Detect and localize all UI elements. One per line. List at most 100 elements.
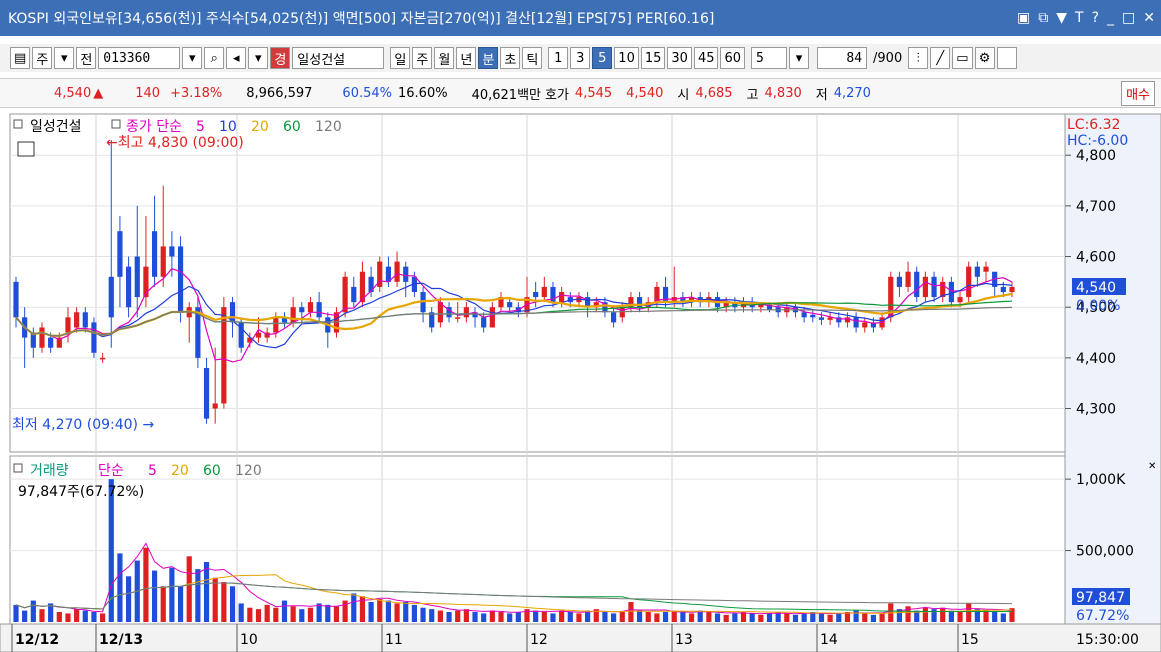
stock-code-input[interactable]: 013360 [98,47,181,69]
candle-body [48,337,54,348]
stock-name-button[interactable]: 경 [270,47,291,69]
candle-body [593,302,599,308]
minute-button-5[interactable]: 5 [592,47,613,69]
minute-button-1[interactable]: 1 [548,47,569,69]
period-button-1[interactable]: 주 [412,47,433,69]
code-dropdown-icon[interactable]: ▾ [182,47,203,69]
low-annotation: 최저 4,270 (09:40) → [12,417,154,433]
volume-bar [792,614,799,622]
save-icon[interactable]: ▭ [952,47,973,69]
candle-body [74,312,80,328]
volume-bar [507,613,513,622]
volume-bar [749,613,755,622]
ma-legend-label: 종가 단순 [126,119,182,135]
volume-ma-legend-60: 60 [203,463,221,479]
candle-body [351,286,357,303]
open-label: 시 [677,87,690,103]
count-dropdown-icon[interactable]: ▾ [789,47,810,69]
candle-body [888,276,894,318]
volume-bar [671,610,677,622]
volume-value-label: 97,847주(67.72%) [18,484,144,500]
period-button-4[interactable]: 분 [478,47,499,69]
maximize-icon[interactable]: □ [1122,10,1136,26]
close-icon[interactable]: ✕ [1143,10,1155,26]
minute-button-10[interactable]: 10 [614,47,639,69]
candle-body [177,246,184,313]
window-icon[interactable]: ▣ [1017,10,1031,26]
quote-row: 4,540 ▲ 140 +3.18% 8,966,597 60.54% 16.6… [0,78,1161,108]
text-icon[interactable]: T [1075,10,1084,26]
speaker-icon[interactable]: ◂ [226,47,247,69]
speaker-dropdown-icon[interactable]: ▾ [248,47,269,69]
volume-bar [541,612,547,622]
period-button-6[interactable]: 틱 [522,47,543,69]
current-volume-pct-label: 67.72% [1076,608,1129,624]
minute-button-15[interactable]: 15 [640,47,666,69]
volume-bar [585,610,591,622]
volume-bar [732,613,738,622]
period-button-0[interactable]: 일 [390,47,411,69]
volume-bar [100,613,106,622]
buy-button[interactable]: 매수 [1121,80,1155,106]
candle-body [896,276,903,287]
volume-bar [533,610,539,622]
position-input[interactable]: 84 [817,47,868,69]
candle-body [585,297,591,308]
candle-body [160,246,166,277]
volume-bar [611,613,617,622]
minute-button-3[interactable]: 3 [570,47,591,69]
volume-bar [896,609,903,622]
stock-name-field: 일성건설 [292,47,385,69]
minimize-icon[interactable]: _ [1107,10,1115,26]
volume-bar [827,614,833,622]
market-select[interactable]: 주 [32,47,53,69]
count-input[interactable]: 5 [751,47,788,69]
pin-icon[interactable]: ▼ [1056,10,1068,26]
volume-legend-checkbox[interactable] [13,463,23,473]
volume-bar [307,607,314,622]
market-dropdown-icon[interactable]: ▾ [54,47,75,69]
checkbox[interactable] [996,47,1017,69]
layout-icon[interactable]: ▤ [10,47,31,69]
period-button-2[interactable]: 월 [434,47,455,69]
volume-bar [212,577,218,622]
volume-ma-legend-20: 20 [171,463,189,479]
volume-bar [463,609,469,622]
volume-bar [108,479,114,622]
volume-bar [680,612,686,622]
candle-body [550,286,556,303]
ma-legend-10: 10 [219,119,237,135]
x-tick-label: 12/13 [99,632,143,648]
period-button-3[interactable]: 년 [456,47,477,69]
gear-icon[interactable]: ⚙ [974,47,995,69]
line-tool-icon[interactable]: ╱ [930,47,951,69]
volume-bar [247,607,253,622]
candle-body [125,266,132,308]
change-percent: +3.18% [170,85,223,101]
volume-bar [922,607,928,622]
candle-body [654,286,660,303]
minute-button-60[interactable]: 60 [720,47,746,69]
stock-chart[interactable]: 일성건설 종가 단순 5 10 20 60 120 ←최고 4,830 (09:00) … [0,112,1161,652]
period-button-5[interactable]: 초 [500,47,521,69]
restore-icon[interactable]: ⧉ [1038,10,1049,26]
all-button[interactable]: 전 [76,47,97,69]
minute-button-30[interactable]: 30 [667,47,692,69]
search-icon[interactable]: ⌕ [204,47,225,69]
pane-close-icon[interactable]: ✕ [1148,461,1156,472]
candle-body [377,261,383,287]
volume-bar [56,612,62,622]
candle-body [827,317,833,320]
price-legend-checkbox[interactable] [13,119,23,129]
candle-settings-icon[interactable]: ⫶ [908,47,929,69]
high-label: 고 [746,87,759,103]
candle-body [559,292,565,303]
volume-ma-legend-5: 5 [148,463,157,479]
volume-ma-line-120 [15,582,1013,610]
candle-body [394,261,400,282]
minute-button-45[interactable]: 45 [693,47,719,69]
volume-bar [810,612,816,622]
x-tick-label: 12/12 [15,632,59,648]
help-icon[interactable]: ? [1091,10,1100,26]
calendar-icon[interactable] [17,141,35,157]
